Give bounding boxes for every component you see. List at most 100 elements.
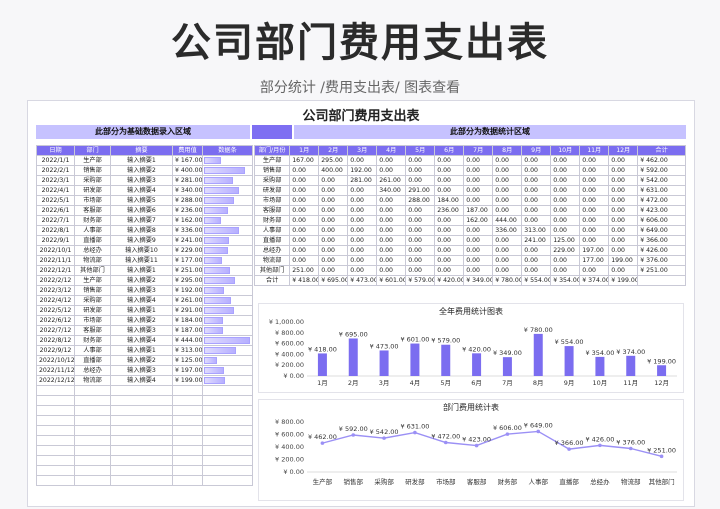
table-cell[interactable]: 财务部 <box>74 215 111 226</box>
table-cell[interactable] <box>172 435 203 446</box>
table-cell[interactable]: ¥ 606.00 <box>637 215 686 226</box>
table-cell[interactable]: 0.00 <box>550 165 581 176</box>
table-cell[interactable]: 0.00 <box>550 195 581 206</box>
table-cell[interactable]: 0.00 <box>318 225 349 236</box>
table-cell[interactable]: 0.00 <box>347 215 378 226</box>
table-cell[interactable]: 输入摘要9 <box>110 235 173 246</box>
table-cell[interactable]: 229.00 <box>550 245 581 256</box>
table-cell[interactable] <box>36 395 75 406</box>
table-cell[interactable] <box>74 385 111 396</box>
table-cell[interactable]: 0.00 <box>434 175 465 186</box>
table-cell[interactable] <box>637 275 686 286</box>
table-cell[interactable]: 0.00 <box>463 195 494 206</box>
table-cell[interactable]: 0.00 <box>579 155 610 166</box>
table-cell[interactable]: ¥ 695.00 <box>318 275 349 286</box>
table-cell[interactable]: ¥ 631.00 <box>637 185 686 196</box>
table-cell[interactable]: 采购部 <box>74 295 111 306</box>
data-bar-cell[interactable] <box>202 345 253 356</box>
table-cell[interactable]: 0.00 <box>550 155 581 166</box>
table-cell[interactable]: 2022/6/12 <box>36 315 75 326</box>
table-cell[interactable]: 336.00 <box>492 225 523 236</box>
table-cell[interactable]: 0.00 <box>376 255 407 266</box>
table-cell[interactable]: 人事部 <box>253 225 291 236</box>
table-cell[interactable]: 236.00 <box>434 205 465 216</box>
table-cell[interactable] <box>36 435 75 446</box>
data-bar-cell[interactable] <box>202 275 253 286</box>
table-cell[interactable]: 0.00 <box>463 245 494 256</box>
table-cell[interactable]: 0.00 <box>608 205 639 216</box>
table-cell[interactable]: ¥ 125.00 <box>172 355 203 366</box>
table-cell[interactable]: 197.00 <box>579 245 610 256</box>
table-cell[interactable]: 合计 <box>253 275 291 286</box>
table-cell[interactable]: ¥ 444.00 <box>172 335 203 346</box>
table-cell[interactable]: 0.00 <box>608 175 639 186</box>
table-cell[interactable]: 0.00 <box>521 195 552 206</box>
table-cell[interactable]: 客服部 <box>253 205 291 216</box>
table-cell[interactable]: ¥ 780.00 <box>492 275 523 286</box>
table-cell[interactable]: ¥ 420.00 <box>434 275 465 286</box>
table-cell[interactable]: ¥ 366.00 <box>637 235 686 246</box>
data-bar-cell[interactable] <box>202 395 253 406</box>
table-cell[interactable]: 0.00 <box>608 195 639 206</box>
table-cell[interactable]: 直播部 <box>253 235 291 246</box>
table-cell[interactable]: 物流部 <box>74 375 111 386</box>
table-cell[interactable]: 0.00 <box>492 265 523 276</box>
table-cell[interactable]: 总经办 <box>74 365 111 376</box>
table-cell[interactable]: 0.00 <box>550 175 581 186</box>
table-cell[interactable]: ¥ 336.00 <box>172 225 203 236</box>
table-cell[interactable]: 2022/11/1 <box>36 255 75 266</box>
table-cell[interactable]: 0.00 <box>492 235 523 246</box>
table-cell[interactable]: 输入摘要3 <box>110 325 173 336</box>
table-cell[interactable]: 0.00 <box>376 225 407 236</box>
table-cell[interactable]: 0.00 <box>579 215 610 226</box>
table-cell[interactable]: ¥ 426.00 <box>637 245 686 256</box>
data-bar-cell[interactable] <box>202 235 253 246</box>
table-cell[interactable]: 0.00 <box>289 185 320 196</box>
data-bar-cell[interactable] <box>202 265 253 276</box>
table-cell[interactable]: 直播部 <box>74 235 111 246</box>
table-cell[interactable] <box>74 475 111 486</box>
table-cell[interactable]: ¥ 192.00 <box>172 285 203 296</box>
table-cell[interactable]: 人事部 <box>74 225 111 236</box>
table-cell[interactable]: 0.00 <box>463 255 494 266</box>
table-cell[interactable]: 0.00 <box>405 175 436 186</box>
table-cell[interactable] <box>172 395 203 406</box>
table-cell[interactable]: 输入摘要5 <box>110 195 173 206</box>
table-cell[interactable]: 400.00 <box>318 165 349 176</box>
table-cell[interactable]: 输入摘要4 <box>110 295 173 306</box>
table-cell[interactable]: 销售部 <box>74 165 111 176</box>
table-cell[interactable]: ¥ 229.00 <box>172 245 203 256</box>
table-cell[interactable]: 0.00 <box>405 215 436 226</box>
table-cell[interactable]: 输入摘要1 <box>110 265 173 276</box>
table-cell[interactable]: ¥ 251.00 <box>637 265 686 276</box>
table-cell[interactable]: 0.00 <box>608 215 639 226</box>
table-cell[interactable]: 0.00 <box>405 165 436 176</box>
table-cell[interactable]: 0.00 <box>347 205 378 216</box>
table-cell[interactable]: 总经办 <box>253 245 291 256</box>
table-cell[interactable]: 0.00 <box>376 195 407 206</box>
table-cell[interactable]: 0.00 <box>521 165 552 176</box>
table-cell[interactable] <box>74 405 111 416</box>
table-cell[interactable]: 2022/6/1 <box>36 205 75 216</box>
table-cell[interactable]: 177.00 <box>579 255 610 266</box>
table-cell[interactable]: 0.00 <box>550 255 581 266</box>
table-cell[interactable] <box>36 415 75 426</box>
table-cell[interactable]: 0.00 <box>608 155 639 166</box>
table-cell[interactable]: 0.00 <box>405 265 436 276</box>
table-cell[interactable] <box>36 425 75 436</box>
table-cell[interactable]: 销售部 <box>253 165 291 176</box>
table-cell[interactable]: 物流部 <box>253 255 291 266</box>
data-bar-cell[interactable] <box>202 375 253 386</box>
table-cell[interactable]: ¥ 592.00 <box>637 165 686 176</box>
table-cell[interactable]: 0.00 <box>434 155 465 166</box>
table-cell[interactable]: 0.00 <box>376 205 407 216</box>
table-cell[interactable]: 输入摘要10 <box>110 245 173 256</box>
table-cell[interactable]: 0.00 <box>289 205 320 216</box>
table-cell[interactable]: 0.00 <box>434 255 465 266</box>
table-cell[interactable]: 0.00 <box>376 155 407 166</box>
table-cell[interactable]: 295.00 <box>318 155 349 166</box>
table-cell[interactable]: 2022/9/1 <box>36 235 75 246</box>
table-cell[interactable]: 2022/3/1 <box>36 175 75 186</box>
table-cell[interactable]: ¥ 340.00 <box>172 185 203 196</box>
table-cell[interactable] <box>110 475 173 486</box>
